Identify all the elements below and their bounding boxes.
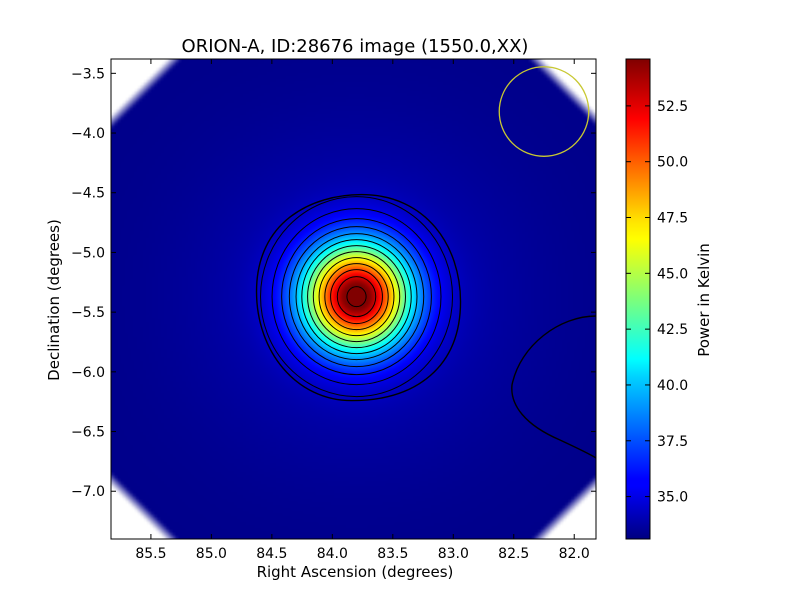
contour-ring bbox=[307, 245, 406, 349]
contour-ring bbox=[281, 218, 432, 376]
contour-ring bbox=[336, 276, 377, 318]
colorbar-tick-label: 40.0 bbox=[657, 378, 688, 394]
y-tick-label: −5.0 bbox=[71, 245, 105, 261]
y-axis-label: Declination (degrees) bbox=[45, 219, 63, 381]
colorbar-ticks: 35.0 37.5 40.0 42.5 45.0 47.5 50.0 52.5 bbox=[626, 99, 688, 506]
x-tick-label: 85.0 bbox=[196, 546, 227, 562]
heatmap-image bbox=[111, 59, 596, 539]
colorbar-tick-label: 45.0 bbox=[657, 266, 688, 282]
x-tick-label: 85.5 bbox=[135, 546, 166, 562]
contour-outer bbox=[255, 193, 462, 402]
plot-frame bbox=[110, 58, 597, 540]
y-tick-label: −6.5 bbox=[71, 425, 105, 441]
x-axis: 85.5 85.0 84.5 84.0 83.5 83.0 82.5 82.0 bbox=[135, 59, 590, 562]
colorbar-gradient bbox=[625, 58, 651, 540]
beam-circle bbox=[498, 66, 590, 157]
contour-ring bbox=[301, 239, 412, 355]
x-tick-label: 82.0 bbox=[559, 546, 590, 562]
colorbar-tick-label: 52.5 bbox=[657, 99, 688, 115]
x-tick-label: 83.0 bbox=[438, 546, 469, 562]
x-tick-label: 82.5 bbox=[498, 546, 529, 562]
contour-lines bbox=[255, 193, 596, 459]
contour-ring bbox=[312, 251, 401, 343]
contour-ring bbox=[324, 263, 389, 331]
chart-title: ORION-A, ID:28676 image (1550.0,XX) bbox=[182, 36, 529, 57]
colorbar: 35.0 37.5 40.0 42.5 45.0 47.5 50.0 52.5 Power i… bbox=[625, 58, 713, 540]
contour-ring bbox=[330, 269, 383, 325]
contour-ring bbox=[288, 226, 425, 368]
plot-area bbox=[110, 58, 597, 540]
y-tick-label: −3.5 bbox=[71, 66, 105, 82]
y-tick-label: −5.5 bbox=[71, 305, 105, 321]
contour-ring bbox=[260, 196, 454, 398]
colorbar-tick-label: 50.0 bbox=[657, 155, 688, 171]
contour-ring bbox=[271, 208, 442, 386]
y-tick-label: −6.0 bbox=[71, 365, 105, 381]
contour-ring bbox=[346, 286, 367, 308]
colorbar-tick-label: 35.0 bbox=[657, 490, 688, 506]
y-tick-label: −4.0 bbox=[71, 126, 105, 142]
y-tick-label: −7.0 bbox=[71, 484, 105, 500]
x-axis-label: Right Ascension (degrees) bbox=[257, 563, 454, 581]
x-tick-label: 84.0 bbox=[317, 546, 348, 562]
x-tick-label: 84.5 bbox=[256, 546, 287, 562]
colorbar-label: Power in Kelvin bbox=[695, 243, 713, 357]
contour-ring bbox=[295, 233, 418, 361]
y-axis: −3.5 −4.0 −4.5 −5.0 −5.5 −6.0 −6.5 −7.0 bbox=[71, 66, 596, 500]
colorbar-tick-label: 42.5 bbox=[657, 322, 688, 338]
y-tick-label: −4.5 bbox=[71, 186, 105, 202]
contour-ring bbox=[318, 257, 395, 337]
contour-edge bbox=[511, 315, 596, 459]
x-tick-label: 83.5 bbox=[377, 546, 408, 562]
colorbar-tick-label: 37.5 bbox=[657, 434, 688, 450]
colorbar-tick-label: 47.5 bbox=[657, 211, 688, 227]
